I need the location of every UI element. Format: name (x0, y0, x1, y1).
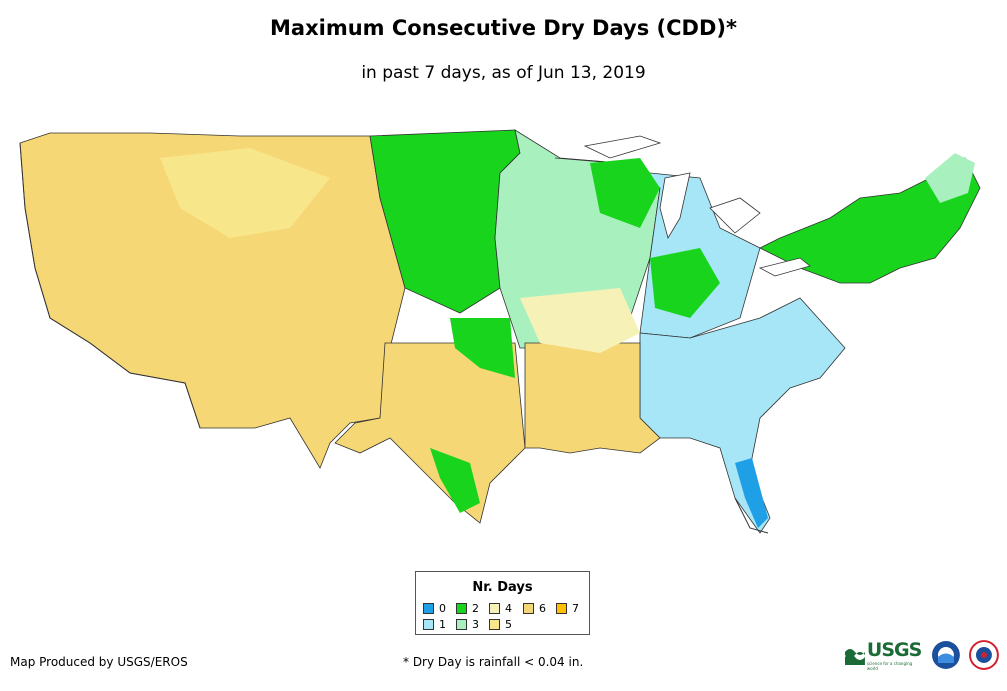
legend-label-3: 3 (472, 618, 479, 631)
legend-label-1: 1 (439, 618, 446, 631)
usgs-tagline: science for a changing world (866, 661, 913, 671)
legend-swatch-3 (456, 619, 467, 630)
map-subtitle: in past 7 days, as of Jun 13, 2019 (361, 63, 646, 83)
agency-logos: USGS science for a changing world (845, 639, 1007, 671)
region-gulf-states (524, 342, 661, 454)
legend-swatch-0 (423, 603, 434, 614)
usgs-mark-icon (845, 649, 865, 665)
region-wisconsin-green (590, 158, 660, 228)
region-northeast (759, 157, 981, 284)
legend-swatch-4 (489, 603, 500, 614)
noaa-logo-icon (932, 641, 961, 669)
legend-swatch-7 (556, 603, 567, 614)
legend-item-2: 2 (456, 602, 479, 615)
legend-label-5: 5 (505, 618, 512, 631)
us-dry-days-map (19, 129, 981, 534)
legend-swatch-2 (456, 603, 467, 614)
legend-label-6: 6 (539, 602, 546, 615)
legend-swatch-6 (523, 603, 534, 614)
region-plains-pale (520, 288, 640, 353)
coastline (19, 142, 769, 534)
legend-item-6: 6 (523, 602, 546, 615)
legend-item-3: 3 (456, 618, 479, 631)
map-title: Maximum Consecutive Dry Days (CDD)* (270, 16, 737, 40)
region-west-pale (160, 148, 330, 238)
usgs-logo: USGS science for a changing world (845, 639, 924, 671)
legend-label-0: 0 (439, 602, 446, 615)
legend-item-1: 1 (423, 618, 446, 631)
legend-item-0: 0 (423, 602, 446, 615)
region-oklahoma-green (450, 318, 515, 378)
usgs-wordmark: USGS (866, 639, 922, 661)
legend-item-5: 5 (489, 618, 512, 631)
region-florida-core (735, 458, 768, 528)
region-ohio-valley-green (650, 248, 720, 318)
legend-item-7: 7 (556, 602, 579, 615)
legend-label-2: 2 (472, 602, 479, 615)
legend: Nr. Days 0 1 2 3 4 5 6 (415, 571, 590, 635)
legend-label-7: 7 (572, 602, 579, 615)
nws-logo-icon (969, 640, 999, 670)
legend-label-4: 4 (505, 602, 512, 615)
dry-day-note: * Dry Day is rainfall < 0.04 in. (403, 655, 584, 669)
legend-title: Nr. Days (472, 580, 533, 595)
legend-swatch-5 (489, 619, 500, 630)
legend-swatch-1 (423, 619, 434, 630)
region-maine (925, 153, 975, 203)
legend-item-4: 4 (489, 602, 512, 615)
great-lakes-water (583, 135, 811, 277)
region-texas-green (430, 448, 480, 513)
map-credit: Map Produced by USGS/EROS (10, 655, 188, 669)
